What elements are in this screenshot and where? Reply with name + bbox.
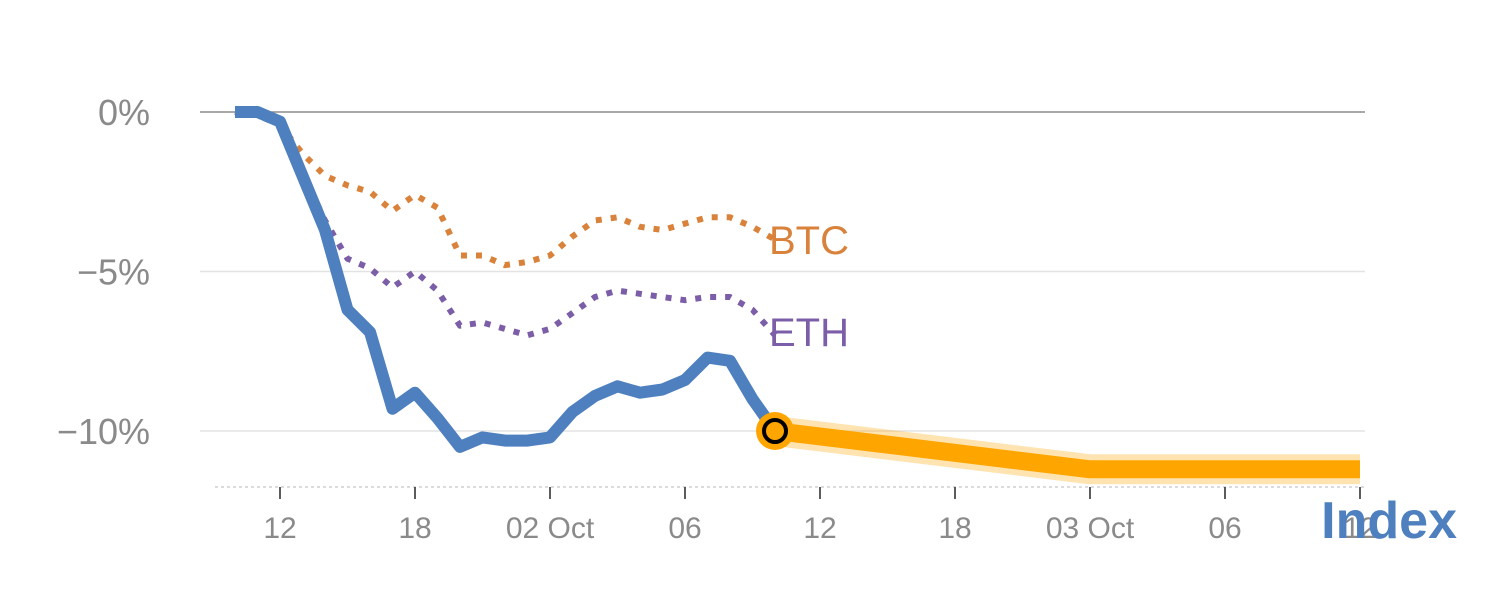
series-label-index: Index (1321, 492, 1457, 550)
btc-line (234, 109, 777, 269)
x-tick-label: 02 Oct (506, 512, 595, 545)
y-axis-tick-labels: 0% −5% −10% (57, 92, 150, 452)
x-tick-label: 12 (263, 512, 296, 545)
x-tick-label: 03 Oct (1046, 512, 1135, 545)
x-tick-label: 18 (938, 512, 971, 545)
x-tick-label: 12 (1343, 512, 1376, 545)
x-tick-label: 12 (803, 512, 836, 545)
y-tick-label: −5% (77, 252, 150, 293)
projection-line (773, 422, 1360, 479)
y-tick-label: −10% (57, 411, 150, 452)
current-point-marker (762, 418, 788, 444)
x-tick-label: 06 (1208, 512, 1241, 545)
series-label-eth: ETH (769, 311, 849, 355)
x-tick-label: 18 (398, 512, 431, 545)
x-axis-tick-labels: 12 18 02 Oct 06 12 18 03 Oct 06 12 (263, 512, 1376, 545)
series-label-btc: BTC (769, 219, 849, 263)
x-tick-label: 06 (668, 512, 701, 545)
current-point-marker-group (756, 412, 794, 450)
series-labels: BTC ETH Index (769, 219, 1457, 550)
index-line (235, 106, 780, 453)
series-lines (234, 106, 1360, 485)
x-axis (215, 486, 1365, 499)
y-tick-label: 0% (98, 92, 150, 133)
